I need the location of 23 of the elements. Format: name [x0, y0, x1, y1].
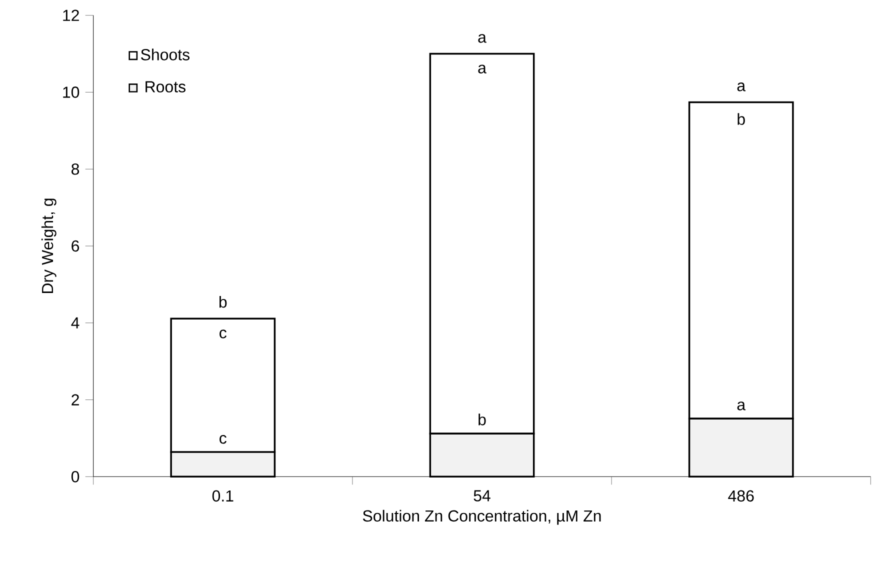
x-tick-label: 54 [474, 490, 490, 502]
annotation: b [478, 414, 486, 426]
annotation: a [478, 64, 486, 74]
legend-label: Roots [146, 81, 186, 92]
y-tick-label: 0 [71, 471, 80, 482]
x-tick-label: 486 [728, 490, 754, 502]
annotation: b [219, 296, 227, 308]
annotation: c [220, 435, 226, 444]
y-tick-label: 2 [72, 394, 79, 406]
y-tick-label: 8 [72, 163, 80, 175]
annotation: c [220, 330, 226, 338]
legend-label: Shoots [141, 48, 190, 60]
y-tick-label: 4 [71, 317, 80, 328]
x-tick-label: 0.1 [212, 490, 234, 502]
annotation: a [478, 34, 486, 43]
y-tick-label: 6 [72, 240, 80, 252]
y-tick-label: 10 [63, 86, 80, 98]
y-tick-label: 12 [63, 10, 79, 21]
annotation: a [737, 82, 746, 92]
y-axis-title: Dry Weight, g [41, 198, 56, 293]
x-axis-title: Solution Zn Concentration, µM Zn [362, 510, 601, 525]
annotation: b [738, 113, 745, 125]
annotation: a [737, 402, 746, 410]
